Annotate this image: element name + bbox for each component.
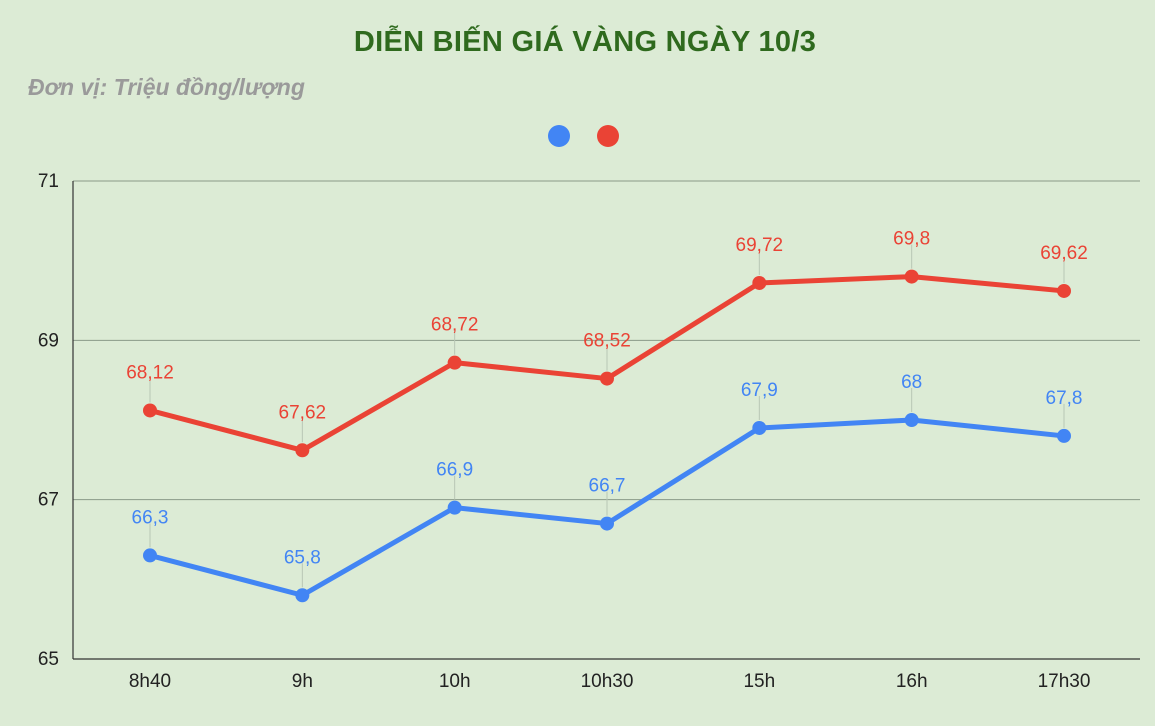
- y-tick-label: 69: [38, 330, 59, 351]
- data-label: 68,52: [583, 331, 631, 352]
- data-point: [143, 403, 157, 418]
- data-label: 67,9: [741, 380, 778, 401]
- y-tick-label: 65: [38, 649, 59, 670]
- chart-subtitle: Đơn vị: Triệu đồng/lượng: [28, 74, 305, 100]
- data-point: [295, 443, 310, 458]
- data-label: 69,62: [1040, 243, 1088, 264]
- data-point: [600, 371, 614, 386]
- data-label: 69,72: [736, 235, 784, 256]
- x-tick-label: 8h40: [129, 671, 171, 692]
- x-tick-label: 10h: [439, 671, 471, 692]
- data-label: 68,72: [431, 315, 479, 336]
- data-label: 68: [901, 372, 922, 393]
- data-point: [904, 269, 919, 284]
- data-point: [600, 516, 614, 531]
- legend-marker-1: [597, 125, 619, 147]
- x-tick-label: 16h: [896, 671, 928, 692]
- data-label: 69,8: [893, 229, 930, 250]
- data-label: 67,62: [279, 402, 327, 423]
- data-point: [1057, 283, 1071, 298]
- data-label: 66,9: [436, 460, 473, 481]
- data-point: [295, 588, 310, 603]
- data-point: [447, 355, 462, 370]
- legend-marker-0: [548, 125, 570, 147]
- chart-title: DIỄN BIẾN GIÁ VÀNG NGÀY 10/3: [353, 26, 817, 58]
- x-tick-label: 10h30: [581, 671, 634, 692]
- data-label: 65,8: [284, 547, 321, 568]
- data-label: 66,7: [589, 476, 626, 497]
- x-tick-label: 9h: [292, 671, 313, 692]
- data-label: 66,3: [132, 507, 169, 528]
- data-point: [752, 420, 767, 435]
- data-point: [752, 275, 767, 290]
- x-tick-label: 17h30: [1038, 671, 1091, 692]
- x-tick-label: 15h: [743, 671, 775, 692]
- data-point: [904, 413, 919, 427]
- data-label: 67,8: [1046, 388, 1083, 409]
- data-point: [143, 548, 157, 563]
- y-tick-label: 71: [38, 171, 59, 192]
- data-point: [447, 500, 462, 515]
- y-tick-label: 67: [38, 490, 59, 511]
- data-label: 68,12: [126, 362, 174, 383]
- data-point: [1057, 428, 1071, 443]
